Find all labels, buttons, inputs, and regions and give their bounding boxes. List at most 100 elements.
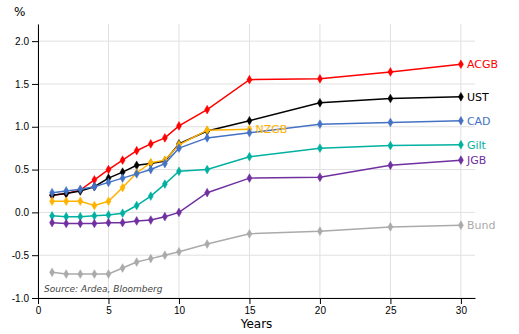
series-label: NZGB bbox=[255, 123, 287, 136]
series-marker bbox=[176, 122, 181, 131]
x-tick-mark bbox=[108, 298, 109, 304]
series-marker bbox=[205, 105, 210, 114]
grid-line bbox=[38, 24, 39, 298]
series-marker bbox=[247, 116, 252, 125]
series-marker bbox=[176, 208, 181, 217]
annotation: Source: Ardea, Bloomberg bbox=[44, 284, 163, 294]
series-marker bbox=[92, 182, 97, 191]
series-marker bbox=[120, 264, 125, 273]
series-label: JGB bbox=[466, 154, 486, 167]
series-marker bbox=[120, 183, 125, 192]
y-tick: 2.0 bbox=[15, 36, 38, 47]
series-marker bbox=[247, 152, 252, 161]
series-marker bbox=[458, 221, 463, 230]
series-marker bbox=[106, 218, 111, 227]
series-marker bbox=[50, 188, 55, 197]
series-marker bbox=[317, 173, 322, 182]
series-line bbox=[52, 64, 461, 195]
series-marker bbox=[317, 74, 322, 83]
y-tick-label: 1.5 bbox=[15, 79, 29, 90]
series-marker bbox=[78, 197, 83, 206]
grid-line bbox=[178, 24, 179, 298]
chart: 051015202530-1.0-0.50.00.51.01.52.0ACGBU… bbox=[0, 0, 519, 334]
y-tick-mark bbox=[32, 298, 38, 299]
series-line bbox=[52, 129, 249, 205]
grid-line bbox=[38, 83, 475, 84]
series-marker bbox=[162, 212, 167, 221]
y-tick-mark bbox=[32, 255, 38, 256]
series-marker bbox=[50, 197, 55, 206]
x-tick-mark bbox=[390, 298, 391, 304]
series-marker bbox=[120, 209, 125, 218]
series-marker bbox=[134, 146, 139, 155]
series-marker bbox=[78, 219, 83, 228]
grid-line bbox=[38, 212, 475, 213]
series-marker bbox=[120, 174, 125, 183]
grid-line bbox=[38, 169, 475, 170]
series-marker bbox=[458, 116, 463, 125]
grid-line bbox=[319, 24, 320, 298]
x-axis-title: Years bbox=[240, 317, 273, 331]
series-marker bbox=[148, 216, 153, 225]
x-tick-label: 0 bbox=[36, 305, 42, 316]
series-marker bbox=[162, 251, 167, 260]
series-marker bbox=[134, 201, 139, 210]
x-tick-mark bbox=[38, 298, 39, 304]
grid bbox=[38, 24, 475, 298]
grid-line bbox=[38, 298, 475, 299]
y-tick: 0.5 bbox=[15, 164, 38, 175]
series-marker bbox=[458, 140, 463, 149]
x-tick: 5 bbox=[106, 298, 112, 316]
x-tick: 20 bbox=[315, 298, 327, 316]
series-marker bbox=[78, 185, 83, 194]
series-marker bbox=[317, 120, 322, 129]
series-marker bbox=[50, 268, 55, 277]
y-tick-label: 0.5 bbox=[15, 164, 29, 175]
series-marker bbox=[205, 134, 210, 143]
series-marker bbox=[176, 167, 181, 176]
y-tick-mark bbox=[32, 84, 38, 85]
x-axis-line bbox=[39, 298, 476, 299]
series-marker bbox=[64, 187, 69, 196]
y-axis-line bbox=[38, 25, 39, 299]
y-tick: 1.0 bbox=[15, 121, 38, 132]
y-axis: -1.0-0.50.00.51.01.52.0 bbox=[12, 25, 39, 304]
x-tick-mark bbox=[249, 298, 250, 304]
series-marker bbox=[317, 144, 322, 153]
series-labels: ACGBUSTNZGBCADGiltJGBBund bbox=[255, 58, 498, 232]
x-tick: 0 bbox=[36, 298, 42, 316]
x-tick-label: 10 bbox=[174, 305, 186, 316]
series-label: ACGB bbox=[467, 58, 498, 71]
series-marker bbox=[176, 144, 181, 153]
series-marker bbox=[134, 169, 139, 178]
series-marker bbox=[205, 188, 210, 197]
y-tick: -0.5 bbox=[12, 250, 38, 261]
y-tick-label: -0.5 bbox=[12, 250, 30, 261]
series-marker bbox=[247, 229, 252, 238]
series-line bbox=[52, 121, 461, 193]
series-marker bbox=[162, 180, 167, 189]
series-marker bbox=[78, 270, 83, 279]
grid-line bbox=[38, 41, 475, 42]
series-label: UST bbox=[467, 91, 489, 104]
series-label: Bund bbox=[467, 219, 495, 232]
series-line bbox=[52, 225, 461, 274]
series-marker bbox=[78, 186, 83, 195]
series-marker bbox=[247, 128, 252, 137]
series-marker bbox=[92, 182, 97, 191]
y-tick: 1.5 bbox=[15, 79, 38, 90]
series-marker bbox=[458, 60, 463, 69]
series-marker bbox=[176, 247, 181, 256]
series-marker bbox=[247, 75, 252, 84]
x-tick-mark bbox=[320, 298, 321, 304]
y-tick-mark bbox=[32, 170, 38, 171]
plot-area: 051015202530-1.0-0.50.00.51.01.52.0ACGBU… bbox=[12, 24, 498, 316]
series-marker bbox=[64, 270, 69, 279]
series-marker bbox=[458, 156, 463, 165]
x-tick: 10 bbox=[174, 298, 186, 316]
series-marker bbox=[388, 141, 393, 150]
series-marker bbox=[120, 218, 125, 227]
x-axis: 051015202530 bbox=[36, 298, 476, 316]
series-marker bbox=[134, 169, 139, 178]
series-line bbox=[52, 145, 461, 217]
